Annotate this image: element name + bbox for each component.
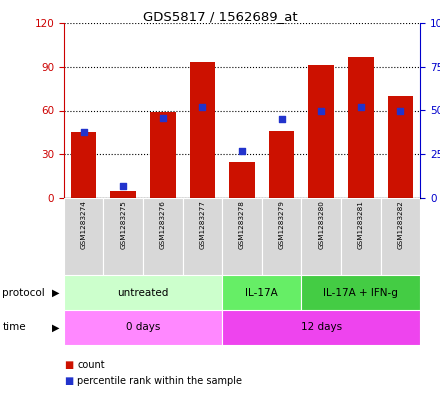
Text: untreated: untreated xyxy=(117,288,169,298)
Bar xyxy=(222,198,262,275)
Bar xyxy=(348,57,374,198)
Text: GSM1283275: GSM1283275 xyxy=(120,200,126,249)
Bar xyxy=(229,162,255,198)
Point xyxy=(80,129,87,135)
Bar xyxy=(190,62,215,198)
Bar xyxy=(262,198,301,275)
Bar xyxy=(64,310,222,345)
Text: GSM1283280: GSM1283280 xyxy=(318,200,324,249)
Text: GSM1283277: GSM1283277 xyxy=(199,200,205,249)
Text: GSM1283279: GSM1283279 xyxy=(279,200,285,249)
Text: ■: ■ xyxy=(64,376,73,386)
Text: time: time xyxy=(2,323,26,332)
Text: IL-17A: IL-17A xyxy=(246,288,278,298)
Point xyxy=(238,148,246,154)
Bar xyxy=(388,96,413,198)
Bar xyxy=(64,198,103,275)
Bar xyxy=(110,191,136,198)
Text: GSM1283282: GSM1283282 xyxy=(397,200,403,249)
Point xyxy=(397,107,404,114)
Bar xyxy=(381,198,420,275)
Text: count: count xyxy=(77,360,105,370)
Text: GSM1283278: GSM1283278 xyxy=(239,200,245,249)
Bar xyxy=(301,198,341,275)
Bar xyxy=(222,275,301,310)
Text: ▶: ▶ xyxy=(52,288,59,298)
Bar xyxy=(71,132,96,198)
Bar xyxy=(308,65,334,198)
Bar xyxy=(64,275,222,310)
Text: GSM1283274: GSM1283274 xyxy=(81,200,87,249)
Point xyxy=(120,183,127,189)
Text: GSM1283276: GSM1283276 xyxy=(160,200,166,249)
Point xyxy=(199,104,206,110)
Text: percentile rank within the sample: percentile rank within the sample xyxy=(77,376,242,386)
Text: 12 days: 12 days xyxy=(301,323,342,332)
Text: GDS5817 / 1562689_at: GDS5817 / 1562689_at xyxy=(143,10,297,23)
Bar xyxy=(103,198,143,275)
Point xyxy=(278,116,285,122)
Point xyxy=(357,104,364,110)
Bar xyxy=(183,198,222,275)
Text: protocol: protocol xyxy=(2,288,45,298)
Bar xyxy=(341,198,381,275)
Point xyxy=(318,107,325,114)
Point xyxy=(159,114,166,121)
Text: 0 days: 0 days xyxy=(126,323,160,332)
Text: ▶: ▶ xyxy=(52,323,59,332)
Bar xyxy=(222,310,420,345)
Text: ■: ■ xyxy=(64,360,73,370)
Bar xyxy=(269,131,294,198)
Text: IL-17A + IFN-g: IL-17A + IFN-g xyxy=(323,288,398,298)
Bar xyxy=(301,275,420,310)
Bar xyxy=(143,198,183,275)
Text: GSM1283281: GSM1283281 xyxy=(358,200,364,249)
Bar xyxy=(150,112,176,198)
